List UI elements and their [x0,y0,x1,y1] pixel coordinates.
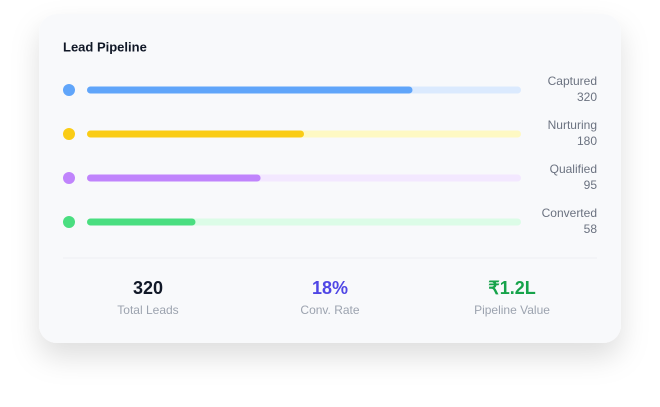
bar-track [87,218,521,226]
bar [87,86,413,94]
stat-label: Conv. Rate [300,303,359,317]
bar-value: 95 [584,178,598,192]
legend-dot [63,172,75,184]
legend-dot [63,84,75,96]
bar-value: 320 [577,90,597,104]
bar [87,218,196,226]
stat-value: 320 [133,278,163,298]
stat-value: ₹1.2L [488,278,535,298]
bar [87,174,261,182]
bar-label: Converted [542,206,597,220]
stat-label: Total Leads [117,303,178,317]
stat-label: Pipeline Value [474,303,550,317]
bar-label: Qualified [550,162,597,176]
legend-dot [63,216,75,228]
bar-label: Captured [548,74,597,88]
legend-dot [63,128,75,140]
stat-value: 18% [312,278,348,298]
bar-value: 58 [584,222,598,236]
bar [87,130,304,138]
chart-title: Lead Pipeline [63,39,147,54]
bar-value: 180 [577,134,597,148]
bar-label: Nurturing [548,118,597,132]
